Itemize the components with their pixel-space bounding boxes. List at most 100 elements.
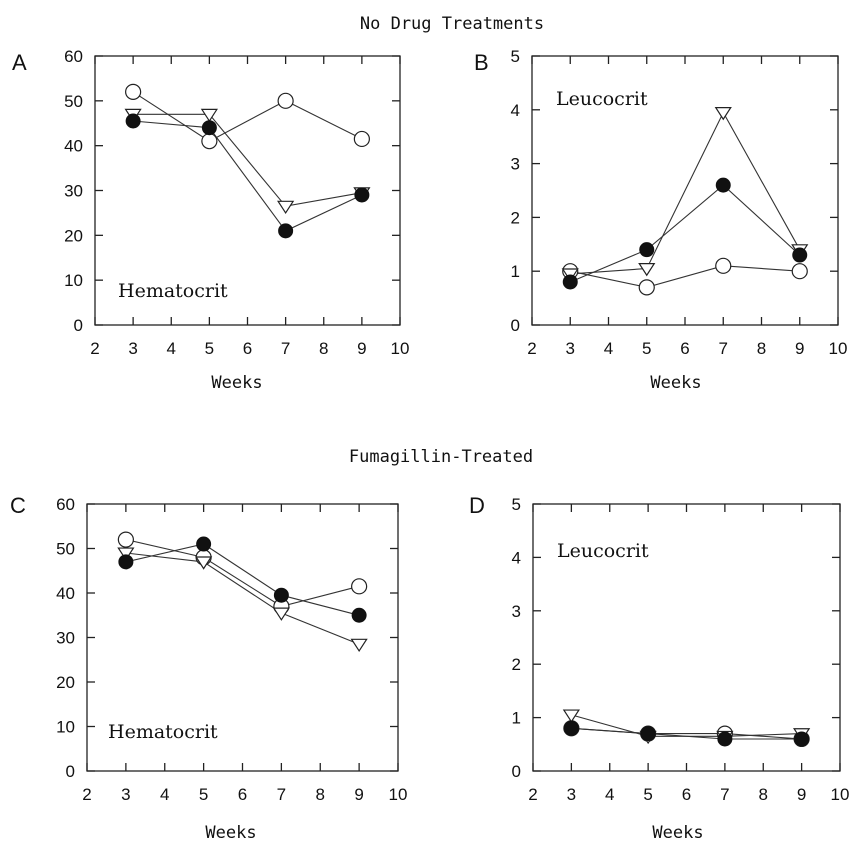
x-tick-label: 5 — [205, 339, 214, 358]
series-line-open-triangle-down — [133, 113, 362, 207]
x-tick-label: 10 — [829, 339, 848, 358]
series-line-filled-circle — [570, 184, 801, 283]
series-line-open-circle — [125, 539, 360, 607]
y-tick-label: 40 — [56, 584, 75, 603]
y-tick-label: 60 — [56, 495, 75, 514]
data-point-filled-circle — [196, 536, 212, 552]
x-tick-label: 3 — [128, 339, 137, 358]
y-tick-label: 30 — [56, 629, 75, 648]
x-tick-label: 9 — [797, 785, 806, 804]
data-point-filled-circle — [351, 607, 367, 623]
x-tick-label: 10 — [391, 339, 410, 358]
x-tick-label: 4 — [605, 785, 614, 804]
x-tick-label: 5 — [642, 339, 651, 358]
data-point-open-circle — [351, 578, 368, 595]
data-point-open-circle — [277, 92, 294, 109]
data-point-filled-circle — [715, 177, 731, 193]
panel-measure-label: Leucocrit — [557, 540, 649, 562]
panel-letter: B — [474, 50, 489, 75]
panel-c: C 2 3 4 5 6 7 8 9 10 0 10 20 30 40 50 60 Weeks Hematocrit — [10, 493, 407, 843]
x-tick-label: 10 — [389, 785, 408, 804]
panel-letter: D — [469, 493, 485, 518]
data-point-open-triangle — [117, 547, 135, 561]
x-tick-label: 7 — [720, 785, 729, 804]
x-tick-label: 6 — [243, 339, 252, 358]
y-tick-label: 4 — [512, 548, 521, 567]
data-point-open-triangle — [272, 607, 290, 621]
section-title-no-drug: No Drug Treatments — [360, 14, 544, 34]
y-tick-label: 40 — [64, 137, 83, 156]
panel-measure-label: Hematocrit — [108, 721, 218, 743]
y-tick-label: 1 — [512, 709, 521, 728]
x-tick-label: 9 — [354, 785, 363, 804]
x-tick-label: 4 — [167, 339, 176, 358]
x-tick-label: 9 — [357, 339, 366, 358]
series-line-open-circle — [570, 265, 800, 288]
y-tick-label: 0 — [511, 316, 520, 335]
data-point-filled-circle — [794, 731, 810, 747]
panel-letter: C — [10, 493, 26, 518]
data-point-open-circle — [791, 263, 808, 280]
data-point-filled-circle — [639, 242, 655, 258]
data-point-filled-circle — [273, 587, 289, 603]
x-axis-label: Weeks — [652, 823, 703, 843]
x-tick-label: 6 — [238, 785, 247, 804]
data-point-open-triangle — [350, 638, 368, 653]
x-tick-label: 10 — [831, 785, 850, 804]
y-tick-label: 5 — [511, 47, 520, 66]
data-point-filled-circle — [563, 720, 579, 736]
y-tick-label: 50 — [56, 540, 75, 559]
x-tick-label: 3 — [567, 785, 576, 804]
y-tick-label: 3 — [511, 155, 520, 174]
series-line-filled-circle — [133, 120, 363, 232]
x-tick-label: 7 — [277, 785, 286, 804]
data-point-filled-circle — [201, 120, 217, 136]
x-tick-label: 4 — [160, 785, 169, 804]
series-line-open-triangle-down — [125, 552, 360, 645]
data-point-open-circle — [117, 531, 134, 548]
x-tick-label: 6 — [682, 785, 691, 804]
x-tick-label: 3 — [121, 785, 130, 804]
x-tick-label: 5 — [199, 785, 208, 804]
x-tick-label: 8 — [316, 785, 325, 804]
y-tick-label: 50 — [64, 92, 83, 111]
chart-panels: A2 3 4 5 6 7 8 9 100102030405060WeeksHematocritB… — [10, 47, 849, 843]
y-tick-label: 0 — [74, 316, 83, 335]
data-point-filled-circle — [562, 274, 578, 290]
series-line-open-circle — [132, 91, 363, 142]
x-tick-label: 9 — [795, 339, 804, 358]
y-tick-label: 20 — [64, 226, 83, 245]
x-tick-label: 6 — [680, 339, 689, 358]
x-tick-label: 8 — [757, 339, 766, 358]
x-axis-label: Weeks — [211, 373, 262, 393]
data-point-open-circle — [638, 279, 655, 296]
y-tick-label: 10 — [56, 718, 75, 737]
data-point-open-triangle — [195, 556, 213, 570]
x-tick-label: 3 — [566, 339, 575, 358]
series-line-filled-circle — [571, 727, 802, 740]
x-tick-label: 2 — [82, 785, 91, 804]
data-point-open-circle — [715, 257, 732, 274]
series-line-open-triangle-down — [570, 111, 801, 275]
data-point-open-triangle — [277, 200, 295, 215]
data-point-filled-circle — [354, 187, 370, 203]
panel-a: A 2 3 4 5 6 7 8 9 10 0 10 20 30 40 50 60 Weeks Hematocrit — [12, 47, 409, 393]
panel-letter: A — [12, 50, 27, 75]
data-point-open-circle — [125, 83, 142, 100]
series-line-filled-circle — [125, 543, 360, 616]
x-axis-label: Weeks — [650, 373, 701, 393]
x-tick-label: 2 — [528, 785, 537, 804]
y-tick-label: 60 — [64, 47, 83, 66]
x-tick-label: 4 — [604, 339, 613, 358]
y-tick-label: 4 — [511, 101, 520, 120]
data-point-open-triangle — [200, 108, 218, 123]
data-point-filled-circle — [118, 554, 134, 570]
y-tick-label: 10 — [64, 271, 83, 290]
x-tick-label: 2 — [527, 339, 536, 358]
data-point-open-circle — [353, 130, 370, 148]
x-tick-label: 8 — [759, 785, 768, 804]
x-tick-label: 2 — [90, 339, 99, 358]
y-tick-label: 2 — [511, 208, 520, 227]
